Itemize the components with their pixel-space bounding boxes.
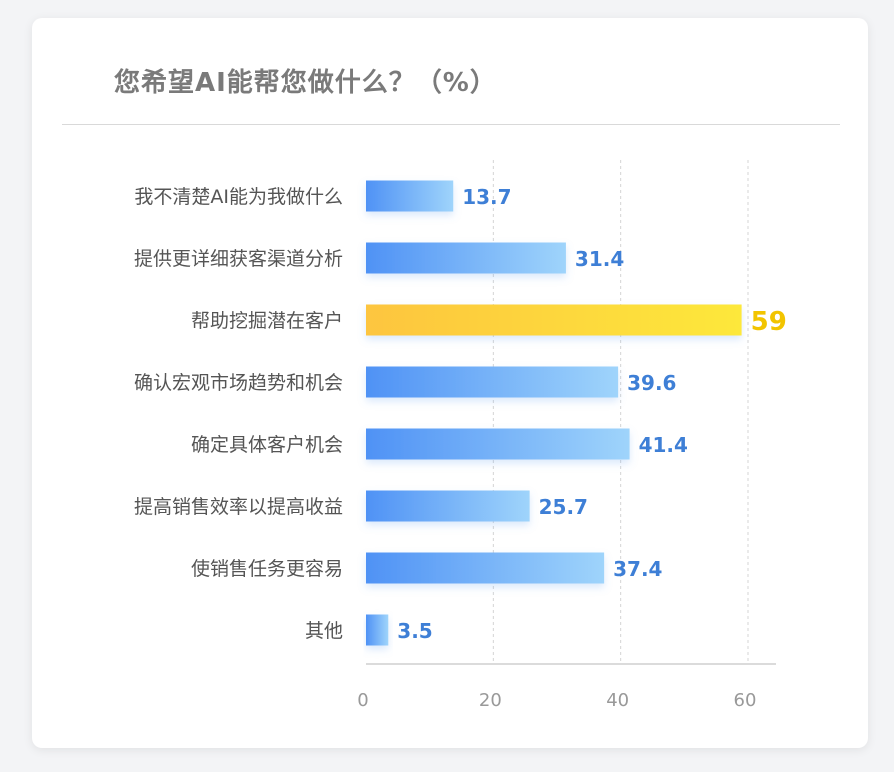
x-tick-label: 0	[357, 690, 368, 711]
category-label: 提供更详细获客渠道分析	[134, 248, 343, 270]
bar	[366, 490, 530, 522]
chart-title: 您希望AI能帮您做什么？（%）	[114, 68, 497, 98]
value-label: 37.4	[613, 557, 662, 581]
x-axis: 0 20 40 60	[357, 663, 776, 711]
x-tick-label: 60	[734, 690, 757, 711]
category-label: 提高销售效率以提高收益	[134, 496, 343, 518]
category-label: 确认宏观市场趋势和机会	[134, 372, 343, 394]
value-label: 41.4	[639, 433, 688, 457]
grid-lines	[492, 160, 749, 664]
bar	[366, 552, 605, 584]
category-label: 帮助挖掘潜在客户	[191, 310, 343, 332]
value-label: 39.6	[627, 371, 676, 395]
category-label: 确定具体客户机会	[191, 434, 343, 456]
category-label: 我不清楚AI能为我做什么	[134, 186, 343, 208]
x-tick-label: 40	[606, 690, 629, 711]
x-tick-label: 20	[479, 690, 502, 711]
bar	[366, 366, 619, 398]
value-label: 13.7	[462, 185, 511, 209]
bar	[366, 428, 630, 460]
value-label: 31.4	[575, 247, 624, 271]
value-label: 3.5	[397, 619, 432, 643]
labels: 我不清楚AI能为我做什么 13.7 提供更详细获客渠道分析 31.4 帮助挖掘潜在客户 5…	[134, 185, 787, 643]
bar	[366, 614, 389, 646]
bars	[366, 180, 742, 646]
value-label: 25.7	[539, 495, 588, 519]
bar	[366, 304, 742, 336]
value-label: 59	[751, 307, 787, 337]
title-divider	[62, 124, 840, 125]
bar	[366, 180, 454, 212]
bar	[366, 242, 566, 274]
category-label: 使销售任务更容易	[191, 558, 343, 580]
category-label: 其他	[305, 620, 343, 642]
